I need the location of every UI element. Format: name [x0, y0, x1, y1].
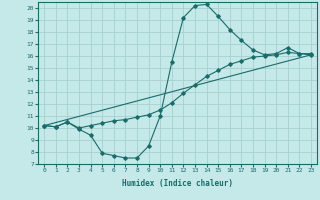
X-axis label: Humidex (Indice chaleur): Humidex (Indice chaleur): [122, 179, 233, 188]
